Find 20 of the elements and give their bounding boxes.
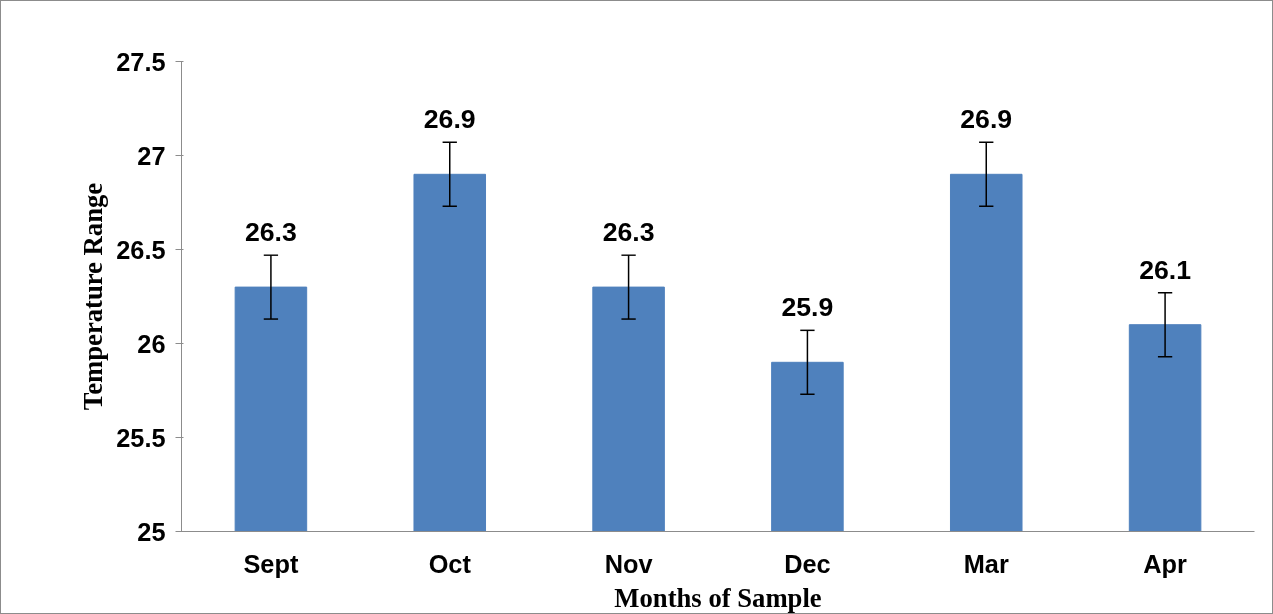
y-tick-label: 26.5 (116, 235, 166, 264)
data-label: 26.3 (602, 217, 655, 248)
x-tick-label: Sept (243, 549, 299, 578)
y-tick-label: 25 (137, 517, 166, 546)
y-tick-label: 27 (137, 141, 166, 170)
y-tick-label: 27.5 (116, 47, 166, 76)
data-label: 26.3 (244, 217, 297, 248)
x-tick-label: Oct (428, 549, 472, 578)
data-label: 26.9 (423, 104, 476, 135)
x-tick-label: Apr (1143, 549, 1188, 578)
y-tick-label: 25.5 (116, 423, 166, 452)
data-label: 26.9 (960, 104, 1013, 135)
y-tick-label: 26 (137, 329, 166, 358)
x-tick-label: Nov (604, 549, 653, 578)
y-axis-title: Temperature Range (78, 182, 109, 411)
data-label: 25.9 (781, 292, 834, 323)
x-tick-label: Dec (784, 549, 831, 578)
x-tick-label: Mar (963, 549, 1009, 578)
data-label: 26.1 (1139, 254, 1192, 285)
x-axis-title: Months of Sample (614, 582, 822, 613)
